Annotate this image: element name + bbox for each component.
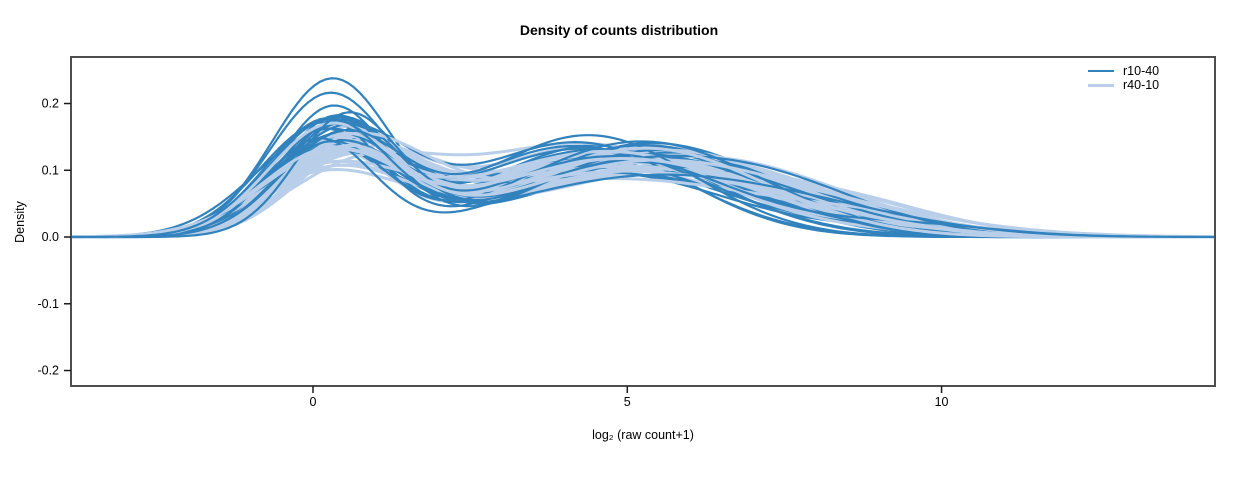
legend: r10-40 r40-10 (1088, 64, 1159, 92)
y-tick-label: 0.2 (42, 97, 59, 111)
legend-label: r40-10 (1123, 78, 1160, 92)
y-tick-label: 0.1 (42, 163, 59, 177)
legend-item-r10-40: r10-40 (1088, 64, 1159, 78)
density-curve-r40-10 (71, 146, 1215, 239)
y-tick-label: -0.2 (37, 364, 59, 378)
legend-line-swatch-r10-40 (1088, 69, 1114, 73)
chart-title: Density of counts distribution (519, 22, 719, 38)
curves-layer (71, 77, 1215, 239)
x-tick-label: 10 (935, 395, 949, 409)
plot-border (70, 56, 1216, 387)
legend-label: r10-40 (1123, 64, 1160, 78)
legend-item-r40-10: r40-10 (1088, 78, 1159, 92)
density-curve-r10-40 (71, 116, 1215, 239)
x-tick-label: 5 (624, 395, 631, 409)
y-tick-label: 0.0 (42, 230, 59, 244)
y-tick-label: -0.1 (37, 297, 59, 311)
x-axis-label: log₂ (raw count+1) (592, 428, 694, 442)
legend-line-swatch-r40-10 (1088, 83, 1114, 87)
x-tick-label: 0 (310, 395, 317, 409)
density-curve-r40-10 (71, 145, 1215, 239)
